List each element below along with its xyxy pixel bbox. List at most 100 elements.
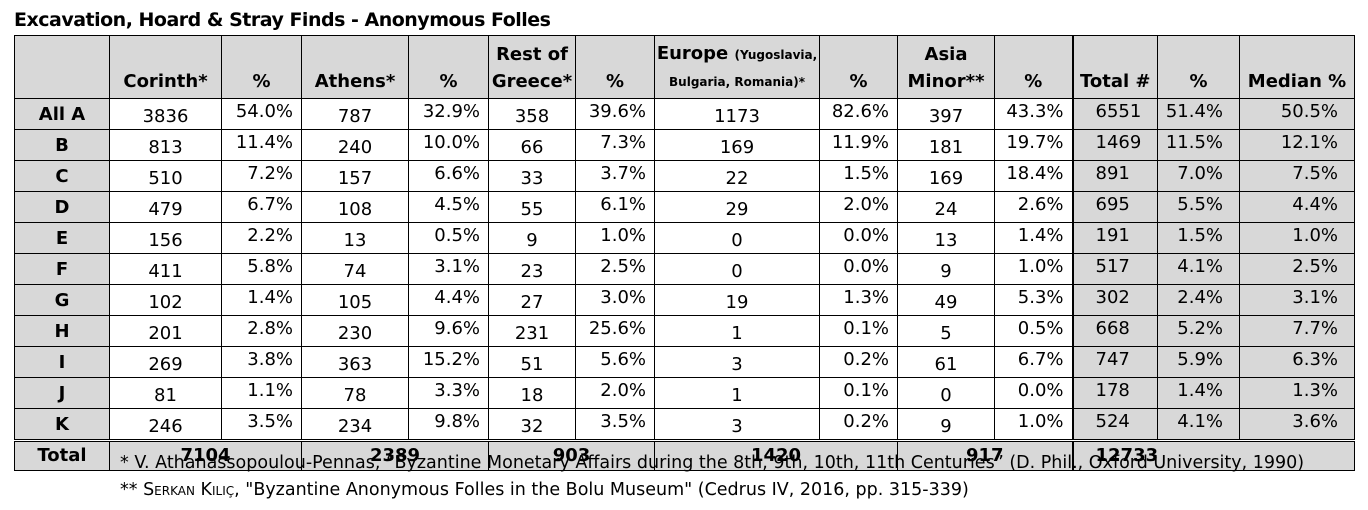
cell-rest-pct: 3.0%	[575, 284, 655, 316]
header-europe-pct: %	[819, 35, 898, 99]
cell-asia: 169	[897, 160, 995, 192]
header-asia-minor: Asia Minor**	[897, 35, 995, 99]
table-row: C 510 7.2% 157 6.6% 33 3.7% 22 1.5% 169 18.4% 891 7.…	[14, 160, 1355, 192]
cell-europe: 3	[654, 346, 820, 378]
header-total-num: Total #	[1071, 35, 1158, 99]
cell-total-pct: 1.4%	[1157, 377, 1240, 409]
row-label: J	[14, 377, 110, 409]
cell-asia-pct: 6.7%	[994, 346, 1073, 378]
cell-corinth-pct: 7.2%	[221, 160, 302, 192]
cell-europe-pct: 1.3%	[819, 284, 898, 316]
table-row: H 201 2.8% 230 9.6% 231 25.6% 1 0.1% 5 0.5% 668 5.2%…	[14, 315, 1355, 347]
row-label: C	[14, 160, 110, 192]
cell-athens-pct: 4.4%	[408, 284, 489, 316]
cell-europe: 22	[654, 160, 820, 192]
cell-asia-pct: 0.5%	[994, 315, 1073, 347]
cell-corinth-pct: 5.8%	[221, 253, 302, 285]
cell-rest: 33	[488, 160, 576, 192]
cell-total: 191	[1071, 222, 1158, 254]
cell-athens: 787	[301, 98, 409, 130]
totals-asia: 917	[897, 439, 1073, 471]
header-athens: Athens*	[301, 35, 409, 99]
cell-asia-pct: 19.7%	[994, 129, 1073, 161]
cell-rest: 51	[488, 346, 576, 378]
cell-athens: 74	[301, 253, 409, 285]
header-blank	[14, 35, 110, 99]
totals-athens: 2389	[301, 439, 489, 471]
cell-total: 6551	[1071, 98, 1158, 130]
footnote-2-text: , "Byzantine Anonymous Folles in the Bol…	[234, 480, 969, 500]
cell-athens-pct: 3.1%	[408, 253, 489, 285]
cell-asia-pct: 18.4%	[994, 160, 1073, 192]
cell-asia: 9	[897, 408, 995, 441]
cell-rest: 231	[488, 315, 576, 347]
footnotes: * V. Athanassopoulou-Pennas, “Byzantine …	[120, 450, 1304, 504]
cell-total-pct: 1.5%	[1157, 222, 1240, 254]
header-europe-line2: Bulgaria, Romania)*	[669, 75, 805, 89]
cell-asia: 181	[897, 129, 995, 161]
cell-asia: 9	[897, 253, 995, 285]
cell-corinth: 81	[109, 377, 222, 409]
row-label: F	[14, 253, 110, 285]
cell-rest: 358	[488, 98, 576, 130]
cell-total: 695	[1071, 191, 1158, 223]
cell-athens-pct: 6.6%	[408, 160, 489, 192]
cell-asia: 397	[897, 98, 995, 130]
header-total-pct: %	[1157, 35, 1240, 99]
cell-rest-pct: 6.1%	[575, 191, 655, 223]
cell-median: 3.1%	[1239, 284, 1355, 316]
header-asia-pct: %	[994, 35, 1073, 99]
table-row: D 479 6.7% 108 4.5% 55 6.1% 29 2.0% 24 2.6% 695 5.5%…	[14, 191, 1355, 223]
cell-asia-pct: 5.3%	[994, 284, 1073, 316]
row-label: D	[14, 191, 110, 223]
cell-europe-pct: 0.0%	[819, 222, 898, 254]
cell-europe: 1	[654, 315, 820, 347]
cell-rest: 18	[488, 377, 576, 409]
cell-median: 7.5%	[1239, 160, 1355, 192]
cell-median: 4.4%	[1239, 191, 1355, 223]
cell-total: 1469	[1071, 129, 1158, 161]
cell-corinth: 813	[109, 129, 222, 161]
header-median: Median %	[1239, 35, 1355, 99]
cell-corinth-pct: 54.0%	[221, 98, 302, 130]
cell-europe: 0	[654, 253, 820, 285]
header-asia-line2: Minor**	[907, 71, 985, 92]
cell-asia-pct: 2.6%	[994, 191, 1073, 223]
cell-europe-pct: 0.1%	[819, 315, 898, 347]
cell-athens-pct: 0.5%	[408, 222, 489, 254]
cell-total: 524	[1071, 408, 1158, 441]
cell-median: 3.6%	[1239, 408, 1355, 441]
cell-europe-pct: 82.6%	[819, 98, 898, 130]
cell-europe: 0	[654, 222, 820, 254]
table-row: I 269 3.8% 363 15.2% 51 5.6% 3 0.2% 61 6.7% 747 5.9%…	[14, 346, 1355, 378]
header-rest-of-greece: Rest of Greece*	[488, 35, 576, 99]
cell-corinth: 411	[109, 253, 222, 285]
table-row: F 411 5.8% 74 3.1% 23 2.5% 0 0.0% 9 1.0% 517 4.1% 2.5…	[14, 253, 1355, 285]
totals-total: 12733	[1071, 439, 1355, 471]
cell-corinth-pct: 1.4%	[221, 284, 302, 316]
cell-corinth: 201	[109, 315, 222, 347]
row-label: All A	[14, 98, 110, 130]
cell-total: 747	[1071, 346, 1158, 378]
cell-asia-pct: 0.0%	[994, 377, 1073, 409]
cell-corinth-pct: 3.8%	[221, 346, 302, 378]
table-row: E 156 2.2% 13 0.5% 9 1.0% 0 0.0% 13 1.4% 191 1.5% 1.0…	[14, 222, 1355, 254]
cell-total: 178	[1071, 377, 1158, 409]
cell-athens-pct: 4.5%	[408, 191, 489, 223]
table-row: B 813 11.4% 240 10.0% 66 7.3% 169 11.9% 181 19.7% 1…	[14, 129, 1355, 161]
cell-athens-pct: 9.6%	[408, 315, 489, 347]
cell-median: 50.5%	[1239, 98, 1355, 130]
row-label: H	[14, 315, 110, 347]
totals-europe: 1420	[654, 439, 898, 471]
cell-europe-pct: 0.2%	[819, 408, 898, 441]
cell-total-pct: 5.5%	[1157, 191, 1240, 223]
cell-athens: 230	[301, 315, 409, 347]
table-body: All A 3836 54.0% 787 32.9% 358 39.6% 1173 82.6% 3…	[14, 98, 1355, 471]
header-athens-pct: %	[408, 35, 489, 99]
cell-europe-pct: 1.5%	[819, 160, 898, 192]
cell-asia: 13	[897, 222, 995, 254]
cell-asia: 49	[897, 284, 995, 316]
header-europe-main: Europe	[656, 43, 729, 64]
cell-total-pct: 11.5%	[1157, 129, 1240, 161]
cell-athens: 240	[301, 129, 409, 161]
